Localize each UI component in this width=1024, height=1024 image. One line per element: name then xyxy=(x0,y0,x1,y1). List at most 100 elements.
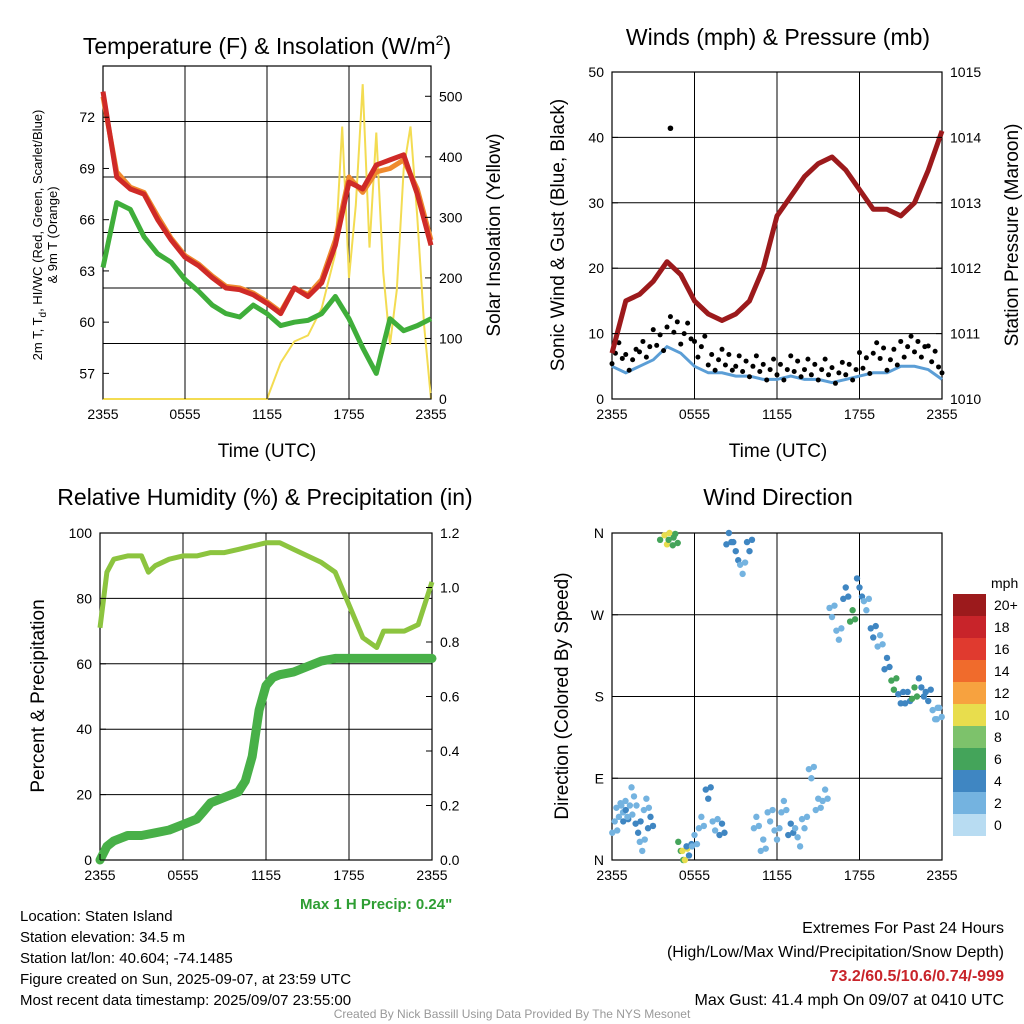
gust-point xyxy=(781,377,787,383)
direction-chart-title: Wind Direction xyxy=(703,484,853,510)
direction-point xyxy=(846,618,854,625)
direction-point xyxy=(629,811,636,818)
direction-point xyxy=(624,813,631,821)
legend-label: 20+ xyxy=(994,597,1018,613)
y2-tick-label: 1012 xyxy=(950,260,981,276)
wind-x-axis-label: Time (UTC) xyxy=(729,441,828,462)
gust-point xyxy=(633,346,639,352)
relative-humidity-line xyxy=(97,540,435,650)
y2-tick-label: 1013 xyxy=(950,195,981,211)
direction-point xyxy=(929,706,936,714)
gust-point xyxy=(901,354,907,360)
gust-point xyxy=(771,356,777,362)
direction-point xyxy=(716,831,723,839)
gust-point xyxy=(667,314,673,320)
direction-point xyxy=(725,529,733,537)
gust-point xyxy=(750,363,756,369)
direction-point xyxy=(641,836,648,843)
y-tick-label: 66 xyxy=(79,212,95,228)
legend-swatch xyxy=(953,660,986,682)
x-tick-label: 2355 xyxy=(84,867,115,883)
gust-point xyxy=(619,355,625,361)
direction-point xyxy=(918,684,925,691)
y-tick-label: 0 xyxy=(596,391,604,407)
extremes-title: Extremes For Past 24 Hours xyxy=(802,920,1004,937)
direction-point xyxy=(665,536,672,544)
direction-point xyxy=(636,838,643,846)
direction-point xyxy=(748,536,756,544)
gust-point xyxy=(709,352,715,358)
gust-point xyxy=(729,367,735,373)
gust-point xyxy=(685,320,691,326)
direction-point xyxy=(743,538,751,546)
gust-point xyxy=(661,348,667,354)
y-tick-label: 40 xyxy=(76,721,92,737)
direction-point xyxy=(865,595,873,603)
gust-point xyxy=(819,367,825,373)
humidity-precipitation-panel: Relative Humidity (%) & Precipitation (i… xyxy=(28,484,473,883)
gust-point xyxy=(736,353,742,359)
gust-point xyxy=(637,349,642,355)
y-tick-label: E xyxy=(595,770,604,786)
x-tick-label: 2355 xyxy=(926,867,957,883)
direction-point xyxy=(883,654,891,662)
y2-tick-label: 1010 xyxy=(950,391,981,407)
x-tick-label: 1755 xyxy=(333,867,364,883)
y-tick-label: 50 xyxy=(588,64,604,80)
direction-point xyxy=(609,829,616,836)
gust-point xyxy=(925,343,931,349)
y2-tick-label: 400 xyxy=(439,149,463,165)
direction-point xyxy=(732,547,739,555)
y-tick-label: 80 xyxy=(76,590,92,606)
gust-point xyxy=(829,365,835,371)
direction-point xyxy=(783,806,790,814)
direction-point xyxy=(669,542,676,549)
x-tick-label: 1155 xyxy=(251,867,281,883)
direction-point xyxy=(897,700,904,707)
direction-point xyxy=(705,795,712,802)
direction-point xyxy=(791,825,799,832)
direction-point xyxy=(617,800,624,807)
credit-footer: Created By Nick Bassill Using Data Provi… xyxy=(333,1007,691,1021)
x-tick-label: 0555 xyxy=(167,867,198,883)
direction-point xyxy=(849,607,856,614)
direction-point xyxy=(675,838,682,846)
direction-point xyxy=(645,804,653,811)
legend-label: 0 xyxy=(994,817,1002,833)
y2-tick-label: 0.6 xyxy=(440,689,460,705)
direction-point xyxy=(702,786,709,793)
gust-point xyxy=(808,372,814,378)
wind-y-axis-label: Sonic Wind & Gust (Blue, Black) xyxy=(548,99,569,371)
direction-point xyxy=(881,666,888,673)
gust-point xyxy=(719,346,725,352)
y-tick-label: S xyxy=(595,689,604,705)
direction-point xyxy=(730,538,737,546)
direction-point xyxy=(637,818,644,825)
direction-point xyxy=(821,786,829,793)
direction-point xyxy=(649,822,657,830)
direction-point xyxy=(707,784,714,791)
gust-point xyxy=(832,380,838,386)
y-tick-label: W xyxy=(591,607,605,623)
direction-point xyxy=(755,822,763,830)
y2-tick-label: 0 xyxy=(439,391,447,407)
legend-swatch xyxy=(953,594,986,616)
gust-point xyxy=(929,359,935,365)
direction-point xyxy=(674,539,681,547)
gust-point xyxy=(898,338,904,344)
x-tick-label: 0555 xyxy=(169,406,200,422)
y-tick-label: 40 xyxy=(588,129,604,145)
direction-point xyxy=(622,797,629,805)
x-tick-label: 2355 xyxy=(596,406,627,422)
gust-point xyxy=(850,377,856,383)
gust-point xyxy=(798,374,804,380)
direction-point xyxy=(683,843,690,850)
direction-point xyxy=(787,820,794,827)
direction-point xyxy=(851,616,859,623)
gust-point xyxy=(630,357,636,363)
max-gust-point xyxy=(667,125,674,132)
legend-label: 16 xyxy=(994,641,1010,657)
gust-point xyxy=(905,344,911,350)
